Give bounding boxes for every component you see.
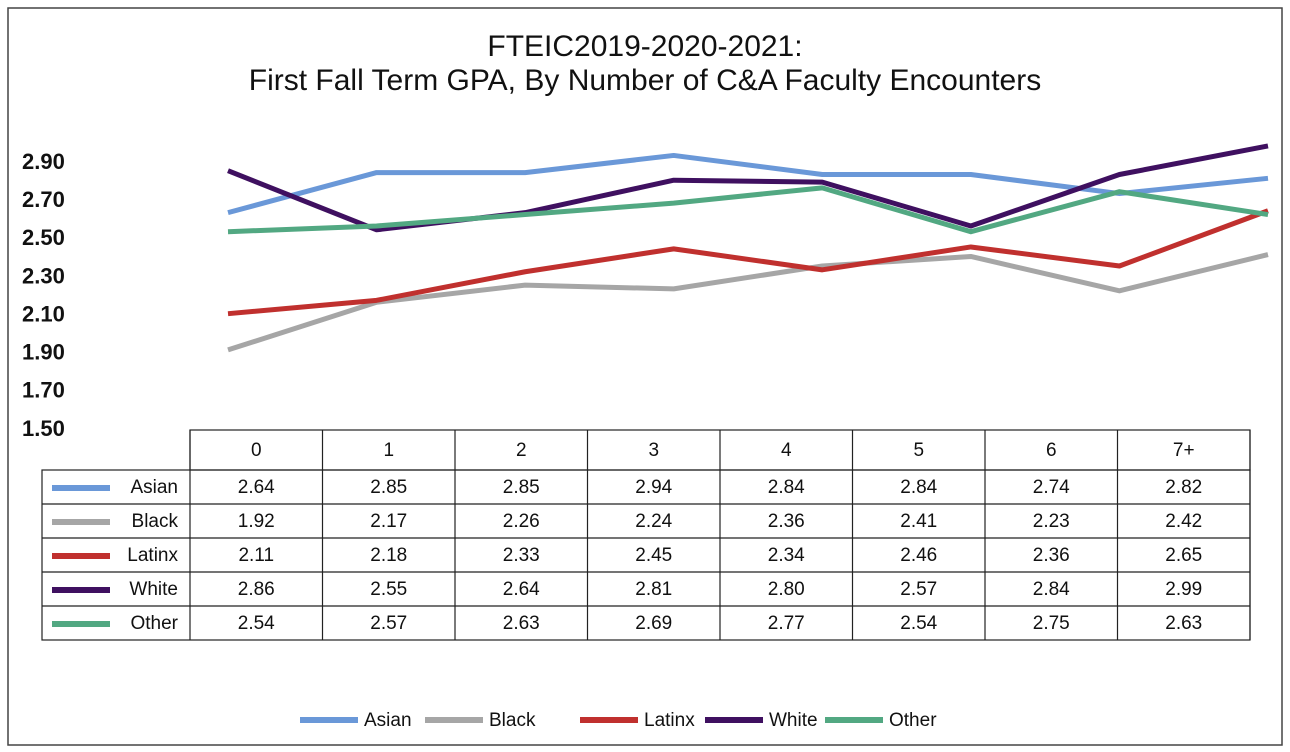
- chart-title: FTEIC2019-2020-2021:: [487, 30, 802, 63]
- table-row-label: Other: [130, 613, 178, 634]
- legend-label: Asian: [364, 710, 412, 731]
- x-tick-label: 3: [648, 440, 659, 461]
- data-label: 2.65: [1165, 545, 1202, 566]
- data-label: 2.84: [1033, 579, 1070, 600]
- y-tick-label: 2.10: [22, 301, 65, 326]
- table-row-label: White: [129, 579, 178, 600]
- data-label: 2.34: [768, 545, 805, 566]
- data-label: 2.75: [1033, 613, 1070, 634]
- chart-frame: [7, 7, 1283, 746]
- y-tick-label: 2.90: [22, 149, 65, 174]
- series-line: [227, 185, 1269, 235]
- data-label: 2.99: [1165, 579, 1202, 600]
- x-tick-label: 4: [781, 440, 792, 461]
- data-label: 2.69: [635, 613, 672, 634]
- data-label: 2.80: [768, 579, 805, 600]
- data-label: 2.85: [370, 477, 407, 498]
- y-tick-label: 1.50: [22, 416, 65, 441]
- data-label: 2.36: [1033, 545, 1070, 566]
- data-label: 2.26: [503, 511, 540, 532]
- data-label: 2.81: [635, 579, 672, 600]
- data-label: 2.86: [238, 579, 275, 600]
- data-label: 2.57: [370, 613, 407, 634]
- y-tick-label: 2.50: [22, 225, 65, 250]
- y-tick-label: 1.70: [22, 378, 65, 403]
- legend-label: Black: [489, 710, 536, 731]
- series-line: [227, 143, 1269, 233]
- data-label: 2.46: [900, 545, 937, 566]
- x-tick-label: 7+: [1173, 440, 1195, 461]
- y-tick-label: 2.70: [22, 187, 65, 212]
- data-label: 2.94: [635, 477, 672, 498]
- table-row-label: Asian: [130, 477, 178, 498]
- legend-label: White: [769, 710, 818, 731]
- data-label: 2.57: [900, 579, 937, 600]
- x-tick-label: 2: [516, 440, 527, 461]
- data-label: 2.82: [1165, 477, 1202, 498]
- legend-label: Other: [889, 710, 937, 731]
- data-label: 2.54: [900, 613, 937, 634]
- data-label: 1.92: [238, 511, 275, 532]
- table-row-label: Black: [132, 511, 179, 532]
- data-label: 2.54: [238, 613, 275, 634]
- data-label: 2.18: [370, 545, 407, 566]
- data-label: 2.63: [1165, 613, 1202, 634]
- data-label: 2.84: [768, 477, 805, 498]
- y-tick-label: 2.30: [22, 263, 65, 288]
- series-line: [227, 152, 1269, 216]
- data-label: 2.64: [238, 477, 275, 498]
- data-label: 2.63: [503, 613, 540, 634]
- data-label: 2.45: [635, 545, 672, 566]
- x-tick-label: 5: [913, 440, 924, 461]
- data-label: 2.85: [503, 477, 540, 498]
- y-tick-label: 1.90: [22, 340, 65, 365]
- data-label: 2.41: [900, 511, 937, 532]
- x-tick-label: 0: [251, 440, 262, 461]
- data-label: 2.64: [503, 579, 540, 600]
- data-label: 2.74: [1033, 477, 1070, 498]
- series-line: [227, 252, 1269, 353]
- data-label: 2.42: [1165, 511, 1202, 532]
- data-label: 2.24: [635, 511, 672, 532]
- data-label: 2.55: [370, 579, 407, 600]
- x-tick-label: 6: [1046, 440, 1057, 461]
- data-label: 2.33: [503, 545, 540, 566]
- series-line: [227, 208, 1269, 317]
- legend-label: Latinx: [644, 710, 695, 731]
- data-label: 2.23: [1033, 511, 1070, 532]
- x-tick-label: 1: [383, 440, 394, 461]
- data-label: 2.17: [370, 511, 407, 532]
- data-label: 2.11: [238, 545, 274, 566]
- data-label: 2.77: [768, 613, 805, 634]
- chart-title: First Fall Term GPA, By Number of C&A Fa…: [249, 64, 1041, 97]
- data-label: 2.36: [768, 511, 805, 532]
- table-row-label: Latinx: [127, 545, 178, 566]
- data-label: 2.84: [900, 477, 937, 498]
